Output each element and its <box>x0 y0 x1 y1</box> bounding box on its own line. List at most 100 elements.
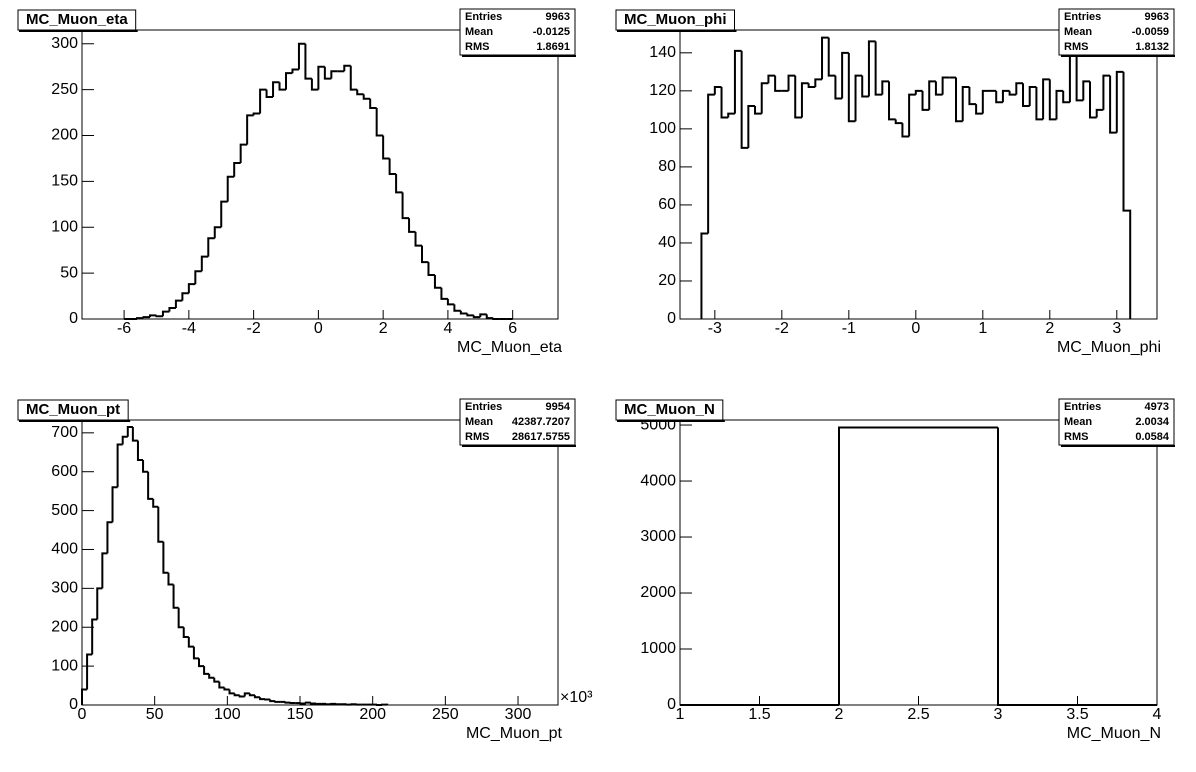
histogram-bin <box>265 89 274 98</box>
histogram-bin <box>86 653 93 690</box>
histogram-bin <box>213 226 222 239</box>
frame <box>679 419 1158 706</box>
histogram-bin <box>203 666 210 675</box>
histogram-bin <box>181 292 189 301</box>
x-tick-label: -4 <box>182 320 196 337</box>
histogram-bin <box>479 313 487 318</box>
stats-value: 9963 <box>546 11 570 23</box>
histogram-bin <box>152 498 159 508</box>
chart-title: MC_Muon_phi <box>624 11 727 28</box>
histogram-bin <box>1115 70 1124 133</box>
histogram-bin <box>272 81 280 97</box>
histogram-bin <box>252 112 261 116</box>
histogram-bin <box>155 315 163 318</box>
histogram-bin <box>304 701 311 704</box>
histogram-bin <box>223 687 230 691</box>
x-tick-label: 1 <box>978 320 987 337</box>
histogram-bin <box>787 74 796 91</box>
histogram-bin <box>459 310 468 315</box>
histogram-bin <box>101 552 108 589</box>
histogram-bin <box>330 70 338 79</box>
x-tick-label: 300 <box>505 706 532 723</box>
histogram-bin <box>453 304 461 312</box>
histogram-bin <box>198 658 205 668</box>
histogram-bin <box>1082 80 1091 101</box>
histogram-bin <box>934 81 943 96</box>
histogram-bin <box>1042 78 1050 120</box>
x-tick-label: 200 <box>359 706 386 723</box>
histogram-bin <box>472 315 481 319</box>
histogram-bin <box>96 587 103 620</box>
stats-value: 28617.5755 <box>512 431 570 443</box>
y-tick-label: 0 <box>69 310 78 327</box>
histogram-bin <box>147 471 154 500</box>
histogram-bin <box>754 106 762 115</box>
frame <box>81 29 559 320</box>
histogram-bin <box>821 36 829 80</box>
stats-value: -0.0125 <box>533 26 570 38</box>
histogram-bin <box>975 104 983 115</box>
stats-label: Mean <box>1064 26 1092 38</box>
histogram-bin <box>867 40 876 97</box>
histogram-bin <box>194 270 202 285</box>
histogram-bin <box>228 689 235 695</box>
x-tick-label: -2 <box>775 320 789 337</box>
y-tick-label: 150 <box>51 173 78 190</box>
stats-value: 42387.7207 <box>512 416 570 428</box>
histogram-bin <box>981 89 990 114</box>
histogram-bin <box>323 66 332 80</box>
histogram-bin <box>121 435 128 445</box>
histogram-bin <box>834 75 843 100</box>
histogram-bin <box>767 74 776 84</box>
histogram-bin <box>1048 79 1057 121</box>
histogram-bin <box>278 82 286 91</box>
histogram-bin <box>182 627 189 638</box>
x-tick-label: 2.5 <box>907 706 929 723</box>
y-tick-label: 1000 <box>640 640 676 657</box>
histogram-bin <box>162 541 169 574</box>
y-tick-label: 250 <box>51 81 78 98</box>
histogram-bin <box>908 93 916 137</box>
stats-value: 4973 <box>1145 401 1169 413</box>
y-tick-label: 120 <box>649 82 676 99</box>
histogram-bin <box>774 75 782 92</box>
y-tick-label: 0 <box>667 696 676 713</box>
x-tick-label: 3 <box>1112 320 1121 337</box>
histogram-bin <box>349 65 358 91</box>
histogram-bin <box>362 94 371 100</box>
histogram-bin <box>1075 50 1084 102</box>
histogram-bin <box>304 43 312 80</box>
y-tick-label: 700 <box>51 424 78 441</box>
y-tick-label: 100 <box>51 657 78 674</box>
histogram-bin <box>343 64 351 72</box>
x-multiplier: ×10³ <box>560 689 593 706</box>
histogram-bin <box>126 425 133 437</box>
histogram-bin <box>317 65 325 90</box>
histogram-bin <box>440 287 448 300</box>
histogram-bin <box>814 78 823 88</box>
stats-value: 9963 <box>1145 11 1169 23</box>
histogram-bin <box>861 75 869 98</box>
histogram-bin <box>941 76 950 95</box>
histogram-bin <box>233 162 241 177</box>
histogram-bin <box>248 693 255 697</box>
stats-label: RMS <box>465 431 489 443</box>
frame <box>679 29 1158 320</box>
chart-title: MC_Muon_N <box>624 401 715 418</box>
x-tick-label: 0 <box>911 320 920 337</box>
histogram-bin <box>740 50 749 149</box>
chart-title: MC_Muon_eta <box>26 11 128 28</box>
histogram-bin <box>854 74 863 122</box>
histogram-bin <box>955 77 963 123</box>
x-tick-label: 250 <box>432 706 459 723</box>
stats-value: 2.0034 <box>1135 416 1170 428</box>
histogram-bin <box>1109 75 1117 134</box>
histogram-bin <box>800 82 809 118</box>
histogram-bin <box>177 607 184 629</box>
x-tick-label: 2 <box>835 706 844 723</box>
stats-value: 9954 <box>546 401 571 413</box>
y-tick-label: 100 <box>649 120 676 137</box>
histogram-bin <box>157 506 164 543</box>
histogram-bin <box>382 135 390 160</box>
histogram-bin <box>1015 82 1024 95</box>
